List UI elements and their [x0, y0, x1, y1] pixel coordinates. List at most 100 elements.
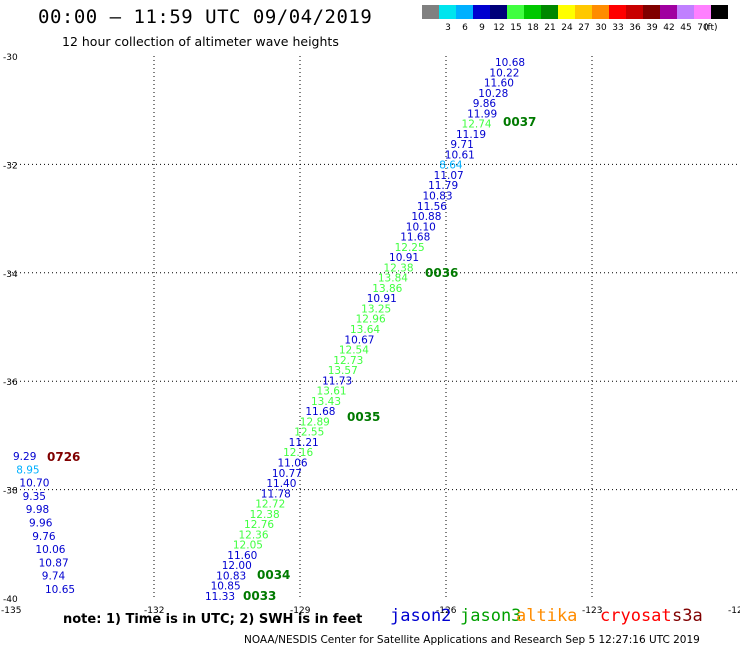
wave-height-value: 9.76: [32, 531, 56, 543]
scale-label: 70: [697, 23, 709, 33]
wave-height-value: 12.96: [356, 314, 386, 326]
lon-label: -132: [144, 606, 164, 616]
scale-swatch: [677, 5, 694, 19]
wave-height-value: 11.19: [456, 129, 486, 141]
wave-height-value: 9.86: [473, 98, 497, 110]
lat-label: -40: [3, 595, 18, 605]
wave-height-value: 11.99: [467, 108, 497, 120]
scale-swatch: [524, 5, 541, 19]
wave-height-value: 11.21: [289, 437, 319, 449]
legend-altika: altika: [516, 606, 578, 626]
credit-line: NOAA/NESDIS Center for Satellite Applica…: [244, 634, 700, 646]
wave-height-value: 12.00: [222, 560, 252, 572]
wave-height-value: 10.83: [423, 191, 453, 203]
lat-label: -34: [3, 270, 18, 280]
wave-height-value: 10.87: [39, 557, 69, 569]
wave-height-value: 10.83: [216, 570, 246, 582]
wave-height-value: 12.25: [395, 242, 425, 254]
wave-height-value: 13.57: [328, 365, 358, 377]
wave-height-value: 11.60: [227, 550, 257, 562]
wave-height-value: 10.88: [411, 211, 441, 223]
scale-label: 12: [493, 23, 505, 33]
wave-height-value: 10.65: [45, 584, 75, 596]
wave-height-value: 10.68: [495, 57, 525, 69]
wave-height-value: 9.29: [13, 451, 36, 463]
scale-swatch: [609, 5, 626, 19]
wave-height-value: 11.60: [484, 78, 514, 90]
wave-height-value: 10.06: [35, 544, 65, 556]
scale-label: 39: [646, 23, 658, 33]
page-subtitle: 12 hour collection of altimeter wave hei…: [62, 34, 339, 49]
wave-height-value: 9.71: [450, 139, 473, 151]
wave-height-value: 12.55: [294, 427, 324, 439]
scale-label: 6: [462, 23, 468, 33]
lon-label: -120: [728, 606, 740, 616]
wave-height-value: 9.74: [42, 571, 66, 583]
lat-label: -32: [3, 161, 18, 171]
wave-height-value: 11.07: [434, 170, 464, 182]
wave-height-value: 12.38: [383, 262, 413, 274]
wave-height-value: 10.77: [272, 468, 302, 480]
wave-height-value: 13.61: [317, 386, 347, 398]
lat-label: -30: [3, 53, 18, 63]
wave-height-value: 12.76: [244, 519, 274, 531]
wave-height-value: 11.79: [428, 180, 458, 192]
wave-height-value: 9.96: [29, 518, 53, 530]
scale-swatch: [541, 5, 558, 19]
wave-height-value: 12.89: [300, 416, 330, 428]
wave-height-value: 10.61: [445, 149, 475, 161]
wave-height-value: 11.68: [305, 406, 335, 418]
wave-height-value: 10.28: [478, 88, 508, 100]
wave-height-value: 11.68: [400, 232, 430, 244]
scale-swatch: [490, 5, 507, 19]
wave-height-value: 12.74: [462, 119, 492, 131]
wave-height-value: 10.67: [344, 334, 374, 346]
units-note: note: 1) Time is in UTC; 2) SWH is in fe…: [63, 612, 363, 627]
wave-height-value: 11.33: [205, 591, 235, 603]
wave-height-value: 12.72: [255, 499, 285, 511]
legend-jason3: jason3: [460, 606, 522, 626]
wave-height-value: 12.05: [233, 540, 263, 552]
scale-label: 9: [479, 23, 485, 33]
wave-height-value: 9.35: [23, 491, 46, 503]
wave-height-value: 12.38: [250, 509, 280, 521]
wave-height-value: 11.40: [266, 478, 296, 490]
time-label: 0036: [425, 266, 458, 280]
legend-s3a: s3a: [672, 606, 703, 626]
wave-height-value: 13.84: [378, 273, 408, 285]
wave-height-value: 12.36: [238, 529, 268, 541]
time-label: 0034: [257, 568, 290, 582]
wave-height-value: 11.06: [278, 458, 308, 470]
wave-height-value: 13.86: [372, 283, 402, 295]
scale-label: 30: [595, 23, 607, 33]
wave-height-value: 11.56: [417, 201, 447, 213]
lon-label: -129: [290, 606, 311, 616]
wave-height-value: 12.16: [283, 447, 313, 459]
scale-swatch: [643, 5, 660, 19]
scale-label: 27: [578, 23, 590, 33]
lat-label: -38: [3, 487, 18, 497]
scale-swatch: [422, 5, 439, 19]
wave-height-value: 9.98: [26, 504, 49, 516]
page-title: 00:00 – 11:59 UTC 09/04/2019: [38, 6, 373, 28]
scale-swatch: [626, 5, 643, 19]
scale-label: 21: [544, 23, 556, 33]
scale-swatch: [711, 5, 728, 19]
wave-height-value: 11.78: [261, 488, 291, 500]
scale-label: 45: [680, 23, 692, 33]
scale-label: 3: [445, 23, 451, 33]
scale-label: 42: [663, 23, 675, 33]
scale-label: 18: [527, 23, 539, 33]
wave-height-value: 12.54: [339, 345, 369, 357]
scale-swatch: [456, 5, 473, 19]
lon-label: -123: [582, 606, 602, 616]
wave-height-value: 11.73: [322, 375, 352, 387]
scale-unit: (ft): [704, 23, 718, 33]
wave-height-value: 8.95: [16, 464, 39, 476]
wave-height-value: 10.22: [489, 67, 519, 79]
wave-height-value: 10.10: [406, 221, 436, 233]
time-label: 0033: [243, 589, 276, 603]
scale-swatch: [507, 5, 524, 19]
wave-height-value: 10.70: [19, 478, 49, 490]
